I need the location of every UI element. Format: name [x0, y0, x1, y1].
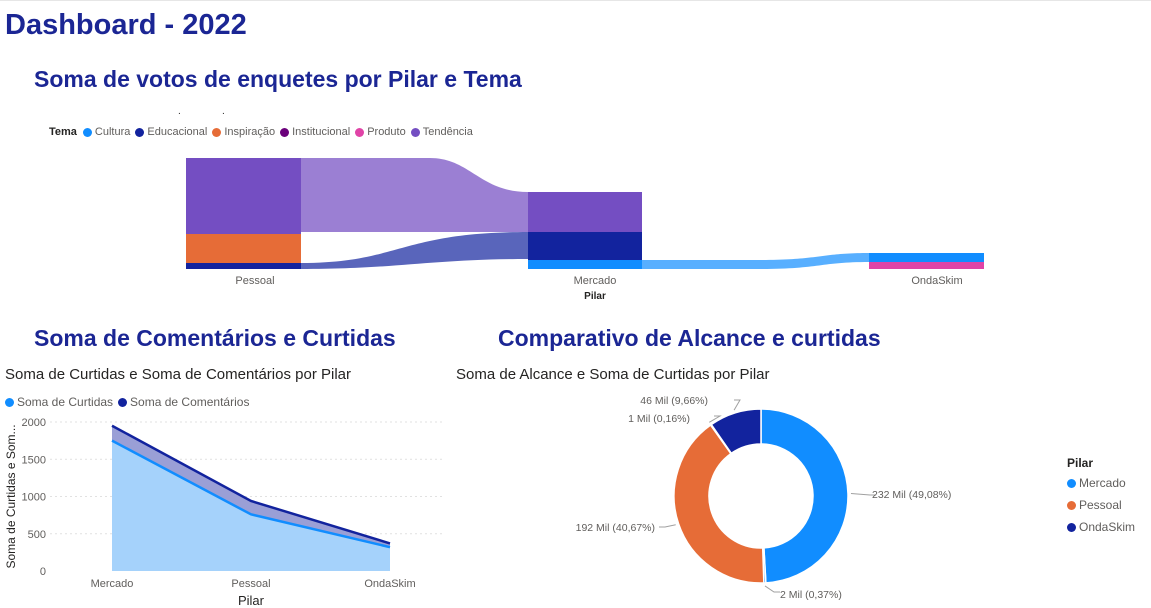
sankey-label-mercado: Mercado [574, 275, 617, 287]
donut-leader-line [764, 585, 780, 593]
donut-leader-line [733, 399, 741, 411]
sankey-node-ondaskim-cultura[interactable] [869, 253, 984, 262]
donut-leader-line [850, 492, 876, 496]
legend-label: Educacional [147, 126, 208, 138]
sankey-flow-cultura[interactable] [642, 253, 869, 269]
legend-item-comentarios[interactable]: Soma de Comentários [118, 395, 249, 409]
legend-item-mercado[interactable]: Mercado [1067, 476, 1135, 490]
legend-dot [118, 397, 128, 407]
y-axis-title: Soma de Curtidas e Som... [4, 424, 18, 568]
legend-label: Soma de Curtidas [17, 395, 114, 409]
sankey-tick-mark-2: . [222, 106, 225, 117]
y-tick-label: 0 [40, 566, 46, 578]
legend-label: Pessoal [1079, 498, 1122, 512]
sankey-flow-educacional[interactable] [301, 232, 528, 269]
donut-slice-pessoal [673, 424, 765, 584]
donut-leader-line [659, 524, 676, 528]
legend-label: Mercado [1079, 476, 1126, 490]
y-tick-label: 2000 [22, 417, 46, 429]
x-tick-label: Mercado [91, 578, 134, 590]
sankey-chart: Pessoal Mercado OndaSkim Pilar [186, 158, 984, 302]
legend-item-curtidas[interactable]: Soma de Curtidas [5, 395, 113, 409]
legend-item-inspiracao[interactable]: Inspiração [212, 126, 275, 138]
donut-legend-title: Pilar [1067, 456, 1094, 470]
x-tick-label: OndaSkim [364, 578, 415, 590]
donut-leader-line [709, 415, 722, 423]
sankey-node-mercado-educacional[interactable] [528, 232, 642, 260]
area-visual-title: Soma de Curtidas e Soma de Comentários p… [5, 366, 351, 383]
donut-slice-mercado [760, 408, 849, 584]
sankey-section-title: Soma de votos de enquetes por Pilar e Te… [34, 66, 522, 92]
legend-dot [5, 397, 14, 407]
sankey-flow-tendencia[interactable] [301, 158, 528, 232]
legend-label: Inspiração [224, 126, 276, 138]
donut-data-label: 1 Mil (0,16%) [628, 413, 690, 425]
sankey-axis-title: Pilar [584, 291, 606, 302]
x-tick-label: Pessoal [231, 578, 270, 590]
sankey-label-ondaskim: OndaSkim [911, 275, 962, 287]
donut-slice-ondaskim [710, 408, 762, 455]
line-comentarios [111, 424, 391, 545]
legend-dot [355, 127, 365, 137]
donut-data-label: 46 Mil (9,66%) [640, 395, 708, 407]
donut-data-label: 192 Mil (40,67%) [576, 522, 655, 534]
sankey-node-ondaskim-produto[interactable] [869, 262, 984, 269]
legend-dot [135, 127, 145, 137]
sankey-tick-mark: . [178, 106, 181, 117]
legend-label: Cultura [94, 126, 131, 138]
legend-label: Produto [367, 126, 406, 138]
y-tick-label: 1500 [22, 454, 46, 466]
legend-label: OndaSkim [1079, 520, 1136, 534]
legend-item-tendencia[interactable]: Tendência [410, 126, 473, 138]
donut-legend: Pilar Mercado Pessoal OndaSkim [1067, 456, 1135, 542]
area-section-title: Soma de Comentários e Curtidas [34, 325, 396, 351]
legend-dot [1067, 522, 1076, 532]
legend-label: Tendência [422, 126, 473, 138]
area-chart: 0 500 1000 1500 2000 Mercado Pessoal OndaSkim Pi… [4, 417, 445, 608]
legend-item-pessoal[interactable]: Pessoal [1067, 498, 1135, 512]
legend-item-produto[interactable]: Produto [355, 126, 406, 138]
legend-item-institucional[interactable]: Institucional [280, 126, 350, 138]
top-divider [0, 0, 1151, 1]
sankey-legend-title: Tema [49, 126, 77, 138]
sankey-node-mercado-tendencia[interactable] [528, 192, 642, 232]
donut-visual-title: Soma de Alcance e Soma de Curtidas por P… [456, 366, 770, 383]
legend-dot [410, 127, 420, 137]
donut-data-label: 232 Mil (49,08%) [872, 489, 951, 501]
donut-chart: 232 Mil (49,08%) 2 Mil (0,37%) 192 Mil (40… [576, 395, 952, 601]
area-legend: Soma de Curtidas Soma de Comentários [5, 395, 254, 409]
legend-label: Institucional [292, 126, 351, 138]
legend-dot [212, 127, 222, 137]
line-curtidas [111, 439, 391, 549]
legend-label: Soma de Comentários [130, 395, 250, 409]
legend-item-educacional[interactable]: Educacional [135, 126, 207, 138]
sankey-legend: Tema Cultura Educacional Inspiração Inst… [49, 126, 478, 138]
donut-data-label: 2 Mil (0,37%) [780, 589, 842, 601]
sankey-node-pessoal-tendencia[interactable] [186, 158, 301, 234]
sankey-node-pessoal-inspiracao[interactable] [186, 234, 301, 263]
sankey-label-pessoal: Pessoal [235, 275, 274, 287]
x-axis-title: Pilar [238, 593, 265, 608]
legend-dot [82, 127, 92, 137]
donut-section-title: Comparativo de Alcance e curtidas [498, 325, 881, 351]
y-tick-label: 500 [28, 529, 46, 541]
sankey-node-mercado-cultura[interactable] [528, 260, 642, 269]
dashboard-title: Dashboard - 2022 [5, 9, 247, 41]
legend-dot [1067, 500, 1076, 510]
legend-dot [1067, 478, 1076, 488]
legend-item-cultura[interactable]: Cultura [82, 126, 131, 138]
y-tick-label: 1000 [22, 492, 46, 504]
legend-item-ondaskim[interactable]: OndaSkim [1067, 520, 1135, 534]
legend-dot [280, 127, 290, 137]
sankey-node-pessoal-educacional[interactable] [186, 263, 301, 269]
area-curtidas [112, 440, 390, 571]
